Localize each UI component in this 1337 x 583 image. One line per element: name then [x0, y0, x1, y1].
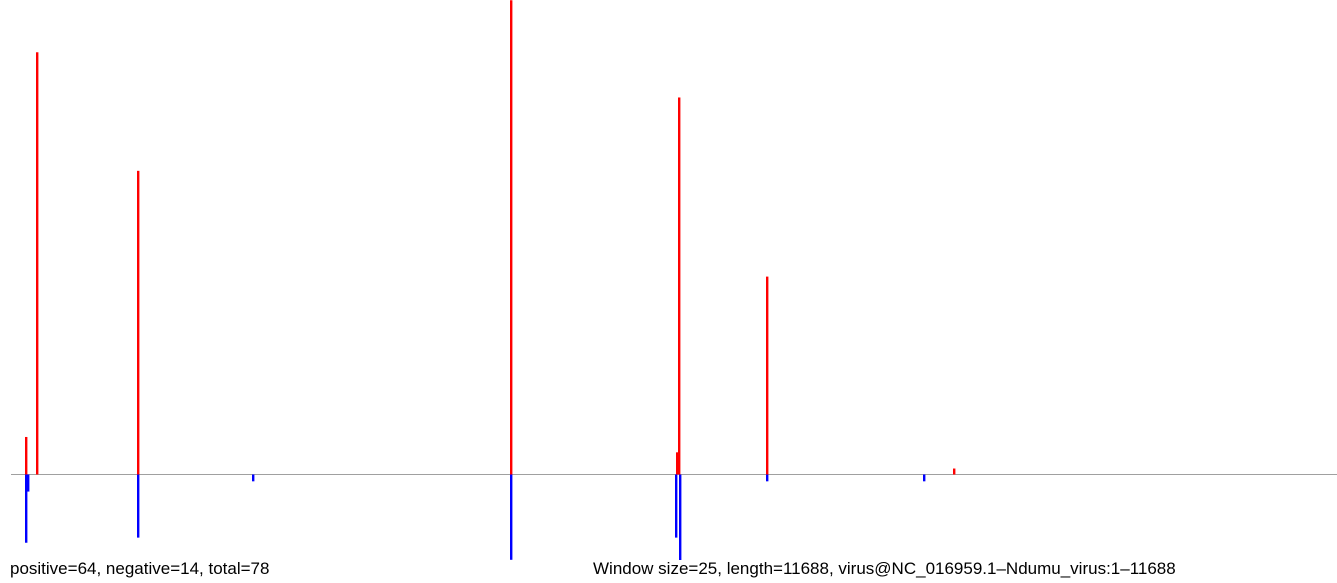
negative-bar [679, 474, 682, 560]
positive-bar [36, 52, 39, 475]
negative-bar [27, 474, 30, 492]
negative-bar [252, 474, 255, 482]
positive-bar [676, 452, 679, 475]
positive-bar [510, 0, 513, 475]
negative-bar [137, 474, 140, 538]
bar-group [25, 0, 956, 560]
negative-bar [766, 474, 769, 482]
window-info: Window size=25, length=11688, virus@NC_0… [593, 559, 1176, 578]
positive-bar [766, 276, 769, 475]
chart-plot-area [11, 0, 1337, 560]
negative-bar [923, 474, 926, 482]
negative-bar [25, 474, 28, 543]
positive-bar [678, 97, 681, 475]
negative-bar [675, 474, 678, 538]
positive-bar [25, 436, 28, 475]
positive-bar [137, 170, 140, 475]
counts-summary: positive=64, negative=14, total=78 [10, 559, 270, 578]
negative-bar [510, 474, 513, 560]
positive-bar [953, 468, 956, 475]
